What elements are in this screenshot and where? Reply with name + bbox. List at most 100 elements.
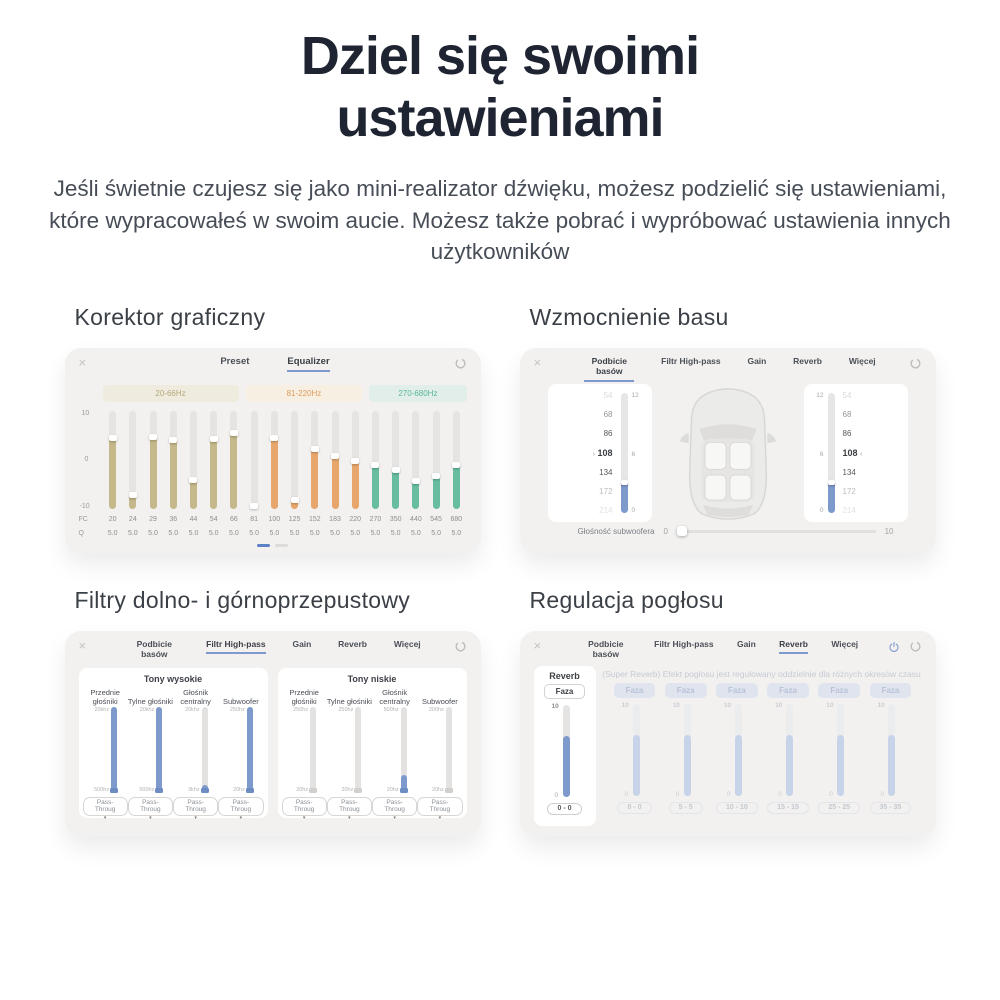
close-icon[interactable]: × <box>78 637 87 653</box>
tab-filtr-high-pass[interactable]: Filtr High-pass <box>661 355 721 366</box>
pass-through-button[interactable]: Pass-Throug <box>218 796 264 816</box>
filter-slider[interactable] <box>354 706 363 793</box>
eq-slider-54[interactable] <box>204 410 224 509</box>
filter-slider[interactable] <box>110 706 119 793</box>
slider-thumb[interactable] <box>229 430 238 437</box>
pass-through-button[interactable]: Pass-Throug <box>326 796 372 816</box>
filter-slider[interactable] <box>200 706 209 793</box>
eq-slider-220[interactable] <box>345 410 365 509</box>
freq-option[interactable]: 172 <box>599 486 613 496</box>
tab-preset[interactable]: Preset <box>220 355 250 367</box>
eq-slider-81[interactable] <box>244 410 264 509</box>
freq-option-selected[interactable]: › 108 <box>592 447 613 458</box>
eq-slider-125[interactable] <box>284 410 304 509</box>
tab-wiecej[interactable]: Więcej <box>393 638 421 649</box>
filter-slider[interactable] <box>155 706 164 793</box>
slider-thumb[interactable] <box>245 787 254 793</box>
slider-thumb[interactable] <box>331 452 340 459</box>
tab-reverb[interactable]: Reverb <box>338 638 367 649</box>
eq-slider-66[interactable] <box>224 410 244 509</box>
eq-slider-270[interactable] <box>365 410 385 509</box>
slider-thumb[interactable] <box>432 473 441 480</box>
reset-icon[interactable] <box>454 640 467 653</box>
tab-reverb[interactable]: Reverb <box>793 355 822 366</box>
slider-thumb[interactable] <box>128 491 137 498</box>
slider-thumb[interactable] <box>155 787 164 793</box>
bass-gain-slider[interactable]: 12 6 0 <box>813 391 837 515</box>
freq-option[interactable]: 134 <box>842 467 856 477</box>
reset-icon[interactable] <box>909 357 922 370</box>
freq-option[interactable]: 54 <box>842 390 852 400</box>
reset-icon[interactable] <box>909 640 922 653</box>
bass-gain-slider[interactable]: 12 6 0 <box>619 391 643 515</box>
pass-through-button[interactable]: Pass-Throug <box>82 796 128 816</box>
slider-thumb[interactable] <box>149 434 158 441</box>
pass-through-button[interactable]: Pass-Throug <box>417 796 463 816</box>
eq-slider-545[interactable] <box>426 410 446 509</box>
freq-option[interactable]: 172 <box>842 486 856 496</box>
tab-podbicie-basow[interactable]: Podbicie basów <box>584 356 635 382</box>
slider-thumb[interactable] <box>169 437 178 444</box>
slider-thumb[interactable] <box>309 787 318 793</box>
close-icon[interactable]: × <box>533 354 542 370</box>
freq-option[interactable]: 86 <box>603 428 613 438</box>
page-indicator-1[interactable] <box>257 543 270 547</box>
slider-thumb[interactable] <box>676 526 687 537</box>
freq-option[interactable]: 68 <box>603 409 613 419</box>
filter-slider[interactable] <box>399 706 408 793</box>
slider-thumb[interactable] <box>351 457 360 464</box>
tab-gain[interactable]: Gain <box>736 638 756 649</box>
tab-filtr-high-pass[interactable]: Filtr High-pass <box>206 639 266 655</box>
tab-wiecej[interactable]: Więcej <box>848 355 876 366</box>
tab-gain[interactable]: Gain <box>292 638 312 649</box>
freq-option[interactable]: 134 <box>599 467 613 477</box>
freq-option[interactable]: 214 <box>599 505 613 515</box>
tab-podbicie-basow[interactable]: Podbicie basów <box>588 638 624 660</box>
tab-gain[interactable]: Gain <box>747 355 767 366</box>
pass-through-button[interactable]: Pass-Throug <box>372 796 418 816</box>
phase-button[interactable]: Faza <box>543 683 586 699</box>
eq-slider-29[interactable] <box>143 410 163 509</box>
eq-slider-20[interactable] <box>103 410 123 509</box>
pass-through-button[interactable]: Pass-Throug <box>127 796 173 816</box>
time-range-button[interactable]: 0 - 0 <box>547 802 582 815</box>
slider-thumb[interactable] <box>444 787 453 793</box>
close-icon[interactable]: × <box>78 354 87 370</box>
eq-slider-183[interactable] <box>325 410 345 509</box>
slider-thumb[interactable] <box>411 478 420 485</box>
eq-slider-44[interactable] <box>183 410 203 509</box>
slider-thumb[interactable] <box>620 480 628 486</box>
pass-through-button[interactable]: Pass-Throug <box>281 796 327 816</box>
subwoofer-volume-slider[interactable] <box>676 526 876 537</box>
eq-slider-152[interactable] <box>305 410 325 509</box>
freq-option[interactable]: 214 <box>842 505 856 515</box>
slider-thumb[interactable] <box>371 461 380 468</box>
eq-slider-440[interactable] <box>406 410 426 509</box>
page-indicator-2[interactable] <box>275 543 288 547</box>
slider-thumb[interactable] <box>250 502 259 509</box>
slider-thumb[interactable] <box>189 477 198 484</box>
slider-thumb[interactable] <box>452 461 461 468</box>
tab-equalizer[interactable]: Equalizer <box>287 356 330 372</box>
slider-thumb[interactable] <box>391 467 400 474</box>
slider-thumb[interactable] <box>110 787 119 793</box>
eq-slider-680[interactable] <box>446 410 466 509</box>
tab-podbicie-basow[interactable]: Podbicie basów <box>136 638 173 660</box>
reverb-slider[interactable]: 10 0 <box>552 703 578 799</box>
freq-option[interactable]: 68 <box>842 409 852 419</box>
slider-thumb[interactable] <box>310 445 319 452</box>
freq-option[interactable]: 86 <box>842 428 852 438</box>
reset-icon[interactable] <box>454 357 467 370</box>
freq-option[interactable]: 54 <box>603 390 613 400</box>
eq-slider-350[interactable] <box>386 410 406 509</box>
filter-slider[interactable] <box>245 706 254 793</box>
filter-slider[interactable] <box>309 706 318 793</box>
eq-slider-36[interactable] <box>163 410 183 509</box>
slider-thumb[interactable] <box>290 496 299 503</box>
freq-option-selected[interactable]: 108 ‹ <box>842 447 863 458</box>
slider-thumb[interactable] <box>200 787 209 793</box>
slider-thumb[interactable] <box>354 787 363 793</box>
power-icon[interactable] <box>888 640 901 653</box>
tab-filtr-high-pass[interactable]: Filtr High-pass <box>654 638 714 649</box>
tab-reverb[interactable]: Reverb <box>779 639 808 655</box>
